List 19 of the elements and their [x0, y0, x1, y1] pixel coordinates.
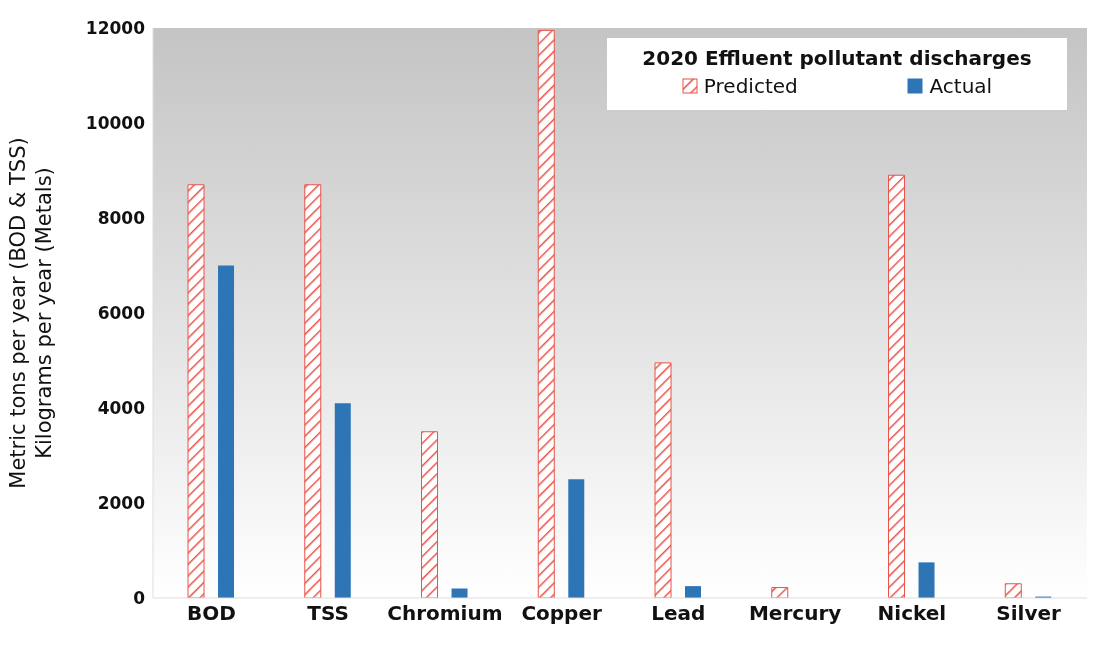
x-tick-label: Lead	[651, 601, 706, 626]
y-tick-label: 4000	[97, 398, 146, 419]
legend-title: 2020 Effluent pollutant discharges	[641, 46, 1033, 70]
y-tick-label: 8000	[97, 208, 146, 229]
x-tick-label: Silver	[996, 601, 1062, 626]
x-tick-label: Nickel	[877, 601, 947, 626]
y-tick-label: 2000	[97, 493, 146, 514]
x-tick-label: Chromium	[387, 601, 503, 626]
legend-label: Actual	[928, 74, 993, 98]
y-tick-label: 6000	[97, 303, 146, 324]
x-tick-label: TSS	[307, 601, 349, 626]
y-tick-label: 10000	[85, 113, 146, 134]
x-tick-label: Mercury	[748, 601, 842, 626]
y-axis-title: Metric tons per year (BOD & TSS) Kilograms per year (Metals)	[6, 137, 56, 489]
x-tick-label: Copper	[521, 601, 602, 626]
y-tick-label: 12000	[85, 18, 146, 39]
y-tick-label: 0	[133, 588, 146, 609]
x-tick-label: BOD	[186, 601, 236, 626]
legend-label: Predicted	[702, 74, 798, 98]
